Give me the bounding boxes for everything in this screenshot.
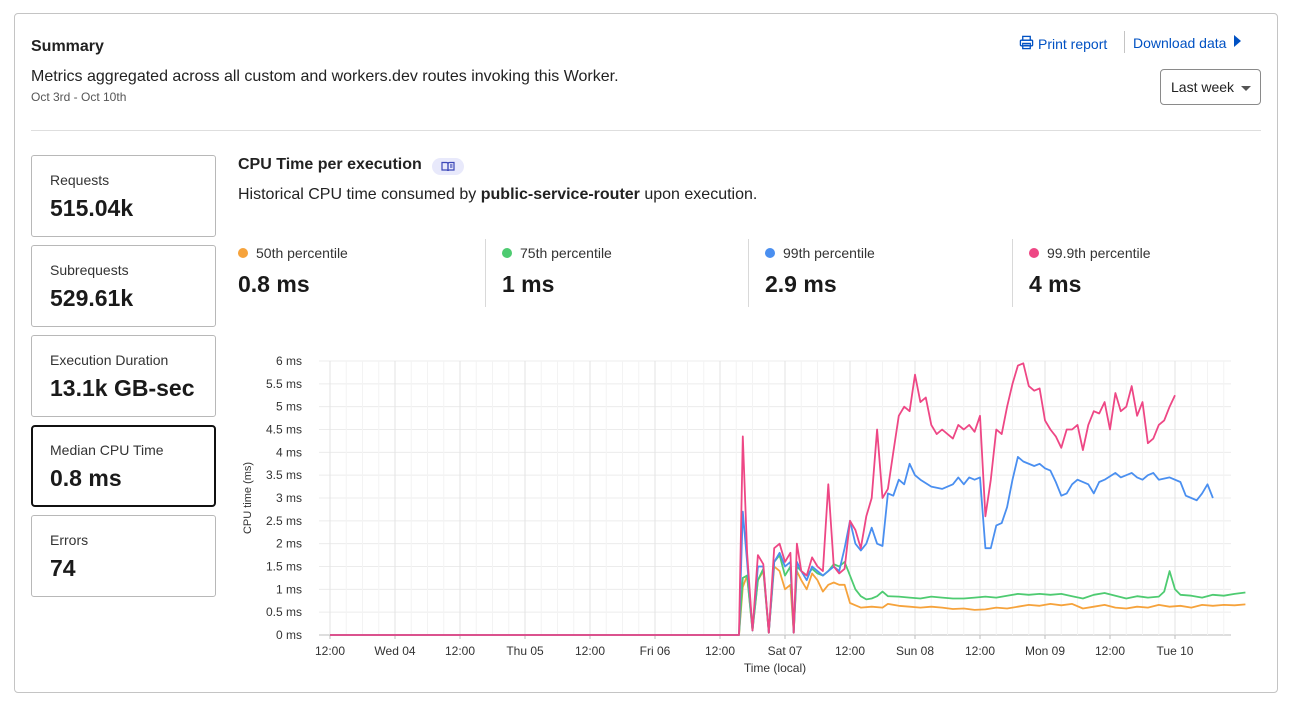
documentation-book-icon[interactable] <box>432 158 464 175</box>
percentile-label: 75th percentile <box>520 245 612 261</box>
summary-date-range: Oct 3rd - Oct 10th <box>31 90 127 104</box>
chart-desc-prefix: Historical CPU time consumed by <box>238 186 481 203</box>
print-report-label: Print report <box>1038 36 1108 52</box>
percentile-divider <box>1012 239 1013 307</box>
chart-title: CPU Time per execution <box>238 156 422 173</box>
time-range-value: Last week <box>1171 79 1235 95</box>
metric-label: Errors <box>50 532 89 548</box>
chart-description: Historical CPU time consumed by public-s… <box>238 186 757 204</box>
legend-dot-blue <box>765 248 775 258</box>
time-range-select[interactable]: Last week <box>1160 69 1261 105</box>
percentile-value: 2.9 ms <box>765 271 837 297</box>
download-data-label: Download data <box>1133 34 1227 51</box>
caret-right-icon <box>1232 34 1242 51</box>
metric-card-median-cpu-time[interactable]: Median CPU Time 0.8 ms <box>31 425 216 507</box>
percentile-label: 99th percentile <box>783 245 875 261</box>
legend-dot-pink <box>1029 248 1039 258</box>
percentile-p50: 50th percentile 0.8 ms <box>238 245 348 298</box>
metric-label: Requests <box>50 172 110 188</box>
print-report-link[interactable]: Print report <box>1019 35 1107 53</box>
metric-label: Subrequests <box>50 262 129 278</box>
percentile-label: 50th percentile <box>256 245 348 261</box>
percentile-value: 4 ms <box>1029 271 1082 297</box>
header-divider <box>31 130 1261 131</box>
metric-value: 0.8 ms <box>50 465 122 491</box>
metric-value: 515.04k <box>50 195 134 221</box>
metric-value: 74 <box>50 555 76 581</box>
link-divider <box>1124 31 1125 53</box>
printer-icon <box>1019 35 1034 53</box>
chevron-down-icon <box>1241 86 1251 91</box>
percentile-label: 99.9th percentile <box>1047 245 1151 261</box>
chart-desc-suffix: upon execution. <box>639 186 758 203</box>
summary-title: Summary <box>31 38 104 55</box>
metric-label: Execution Duration <box>50 352 169 368</box>
metric-card-execution-duration[interactable]: Execution Duration 13.1k GB-sec <box>31 335 216 417</box>
metric-card-errors[interactable]: Errors 74 <box>31 515 216 597</box>
metric-card-requests[interactable]: Requests 515.04k <box>31 155 216 237</box>
summary-description: Metrics aggregated across all custom and… <box>31 68 619 85</box>
metric-value: 529.61k <box>50 285 134 311</box>
legend-dot-orange <box>238 248 248 258</box>
percentile-value: 1 ms <box>502 271 555 297</box>
percentile-divider <box>748 239 749 307</box>
metric-value: 13.1k GB-sec <box>50 375 195 401</box>
legend-dot-green <box>502 248 512 258</box>
percentile-p999: 99.9th percentile 4 ms <box>1029 245 1151 298</box>
download-data-link[interactable]: Download data <box>1133 34 1242 51</box>
percentile-divider <box>485 239 486 307</box>
metric-card-subrequests[interactable]: Subrequests 529.61k <box>31 245 216 327</box>
percentile-p99: 99th percentile 2.9 ms <box>765 245 875 298</box>
percentile-value: 0.8 ms <box>238 271 310 297</box>
worker-name: public-service-router <box>480 186 640 203</box>
percentile-p75: 75th percentile 1 ms <box>502 245 612 298</box>
metric-label: Median CPU Time <box>50 442 164 458</box>
